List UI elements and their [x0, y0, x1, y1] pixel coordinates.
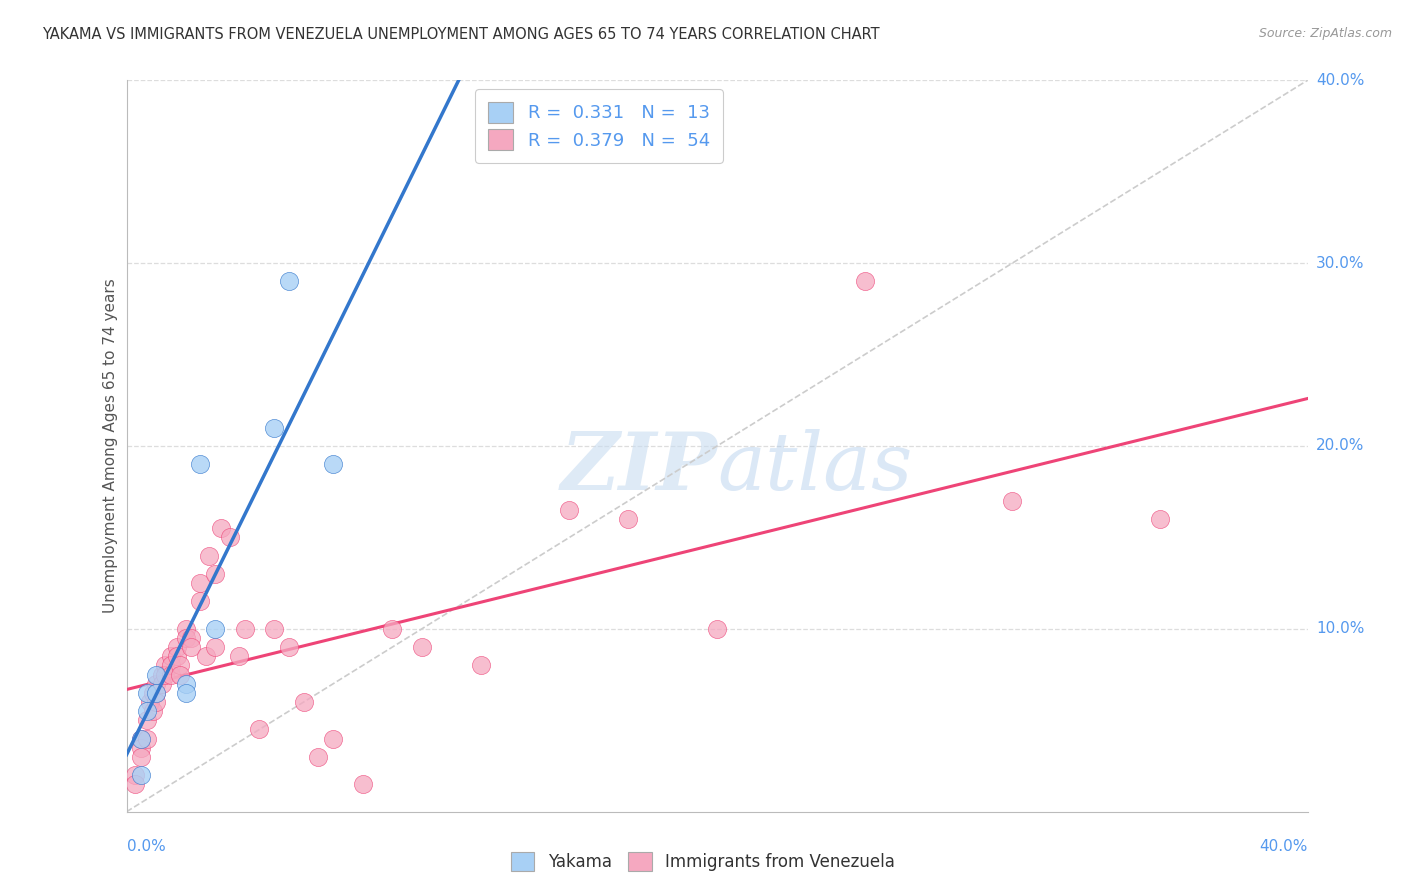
- Point: [219, 530, 242, 544]
- Legend: R =  0.331   N =  13, R =  0.379   N =  54: R = 0.331 N = 13, R = 0.379 N = 54: [475, 89, 723, 162]
- Point: [174, 631, 197, 645]
- Point: [142, 686, 165, 700]
- Point: [129, 740, 153, 755]
- Point: [228, 649, 250, 664]
- Point: [209, 521, 232, 535]
- Point: [174, 686, 197, 700]
- Point: [166, 649, 188, 664]
- Point: [188, 576, 211, 591]
- Text: Source: ZipAtlas.com: Source: ZipAtlas.com: [1258, 27, 1392, 40]
- Point: [145, 695, 167, 709]
- Legend: Yakama, Immigrants from Venezuela: Yakama, Immigrants from Venezuela: [503, 843, 903, 880]
- Point: [124, 777, 146, 791]
- Point: [322, 458, 344, 472]
- Point: [145, 686, 167, 700]
- Point: [263, 421, 285, 435]
- Point: [153, 667, 176, 681]
- Text: 10.0%: 10.0%: [1316, 622, 1364, 636]
- Point: [129, 731, 153, 746]
- Point: [159, 649, 183, 664]
- Point: [180, 640, 202, 655]
- Point: [470, 658, 492, 673]
- Point: [169, 667, 191, 681]
- Point: [129, 731, 153, 746]
- Point: [136, 686, 159, 700]
- Point: [150, 676, 173, 690]
- Point: [188, 594, 211, 608]
- Point: [145, 676, 167, 690]
- Point: [617, 512, 640, 526]
- Point: [1149, 512, 1171, 526]
- Point: [142, 704, 165, 718]
- Text: 0.0%: 0.0%: [127, 839, 166, 855]
- Point: [411, 640, 433, 655]
- Point: [159, 658, 183, 673]
- Point: [204, 567, 226, 582]
- Point: [247, 723, 270, 737]
- Point: [169, 658, 191, 673]
- Point: [292, 695, 315, 709]
- Point: [159, 667, 183, 681]
- Text: 40.0%: 40.0%: [1316, 73, 1364, 87]
- Point: [233, 622, 256, 636]
- Point: [188, 458, 211, 472]
- Point: [263, 622, 285, 636]
- Point: [136, 704, 159, 718]
- Point: [145, 667, 167, 681]
- Point: [558, 503, 581, 517]
- Point: [129, 768, 153, 782]
- Point: [145, 686, 167, 700]
- Point: [153, 658, 176, 673]
- Point: [195, 649, 218, 664]
- Text: 30.0%: 30.0%: [1316, 256, 1364, 270]
- Text: atlas: atlas: [717, 429, 912, 507]
- Point: [136, 731, 159, 746]
- Text: YAKAMA VS IMMIGRANTS FROM VENEZUELA UNEMPLOYMENT AMONG AGES 65 TO 74 YEARS CORRE: YAKAMA VS IMMIGRANTS FROM VENEZUELA UNEM…: [42, 27, 880, 42]
- Y-axis label: Unemployment Among Ages 65 to 74 years: Unemployment Among Ages 65 to 74 years: [103, 278, 118, 614]
- Point: [139, 695, 162, 709]
- Point: [129, 749, 153, 764]
- Point: [174, 622, 197, 636]
- Point: [198, 549, 221, 563]
- Point: [136, 714, 159, 728]
- Text: 40.0%: 40.0%: [1260, 839, 1308, 855]
- Point: [307, 749, 329, 764]
- Point: [166, 640, 188, 655]
- Point: [124, 768, 146, 782]
- Text: ZIP: ZIP: [560, 429, 717, 507]
- Point: [706, 622, 728, 636]
- Point: [278, 275, 301, 289]
- Point: [204, 640, 226, 655]
- Point: [180, 631, 202, 645]
- Point: [381, 622, 404, 636]
- Point: [204, 622, 226, 636]
- Point: [322, 731, 344, 746]
- Point: [352, 777, 374, 791]
- Point: [174, 676, 197, 690]
- Point: [1001, 493, 1024, 508]
- Point: [150, 667, 173, 681]
- Point: [853, 275, 876, 289]
- Text: 20.0%: 20.0%: [1316, 439, 1364, 453]
- Point: [278, 640, 301, 655]
